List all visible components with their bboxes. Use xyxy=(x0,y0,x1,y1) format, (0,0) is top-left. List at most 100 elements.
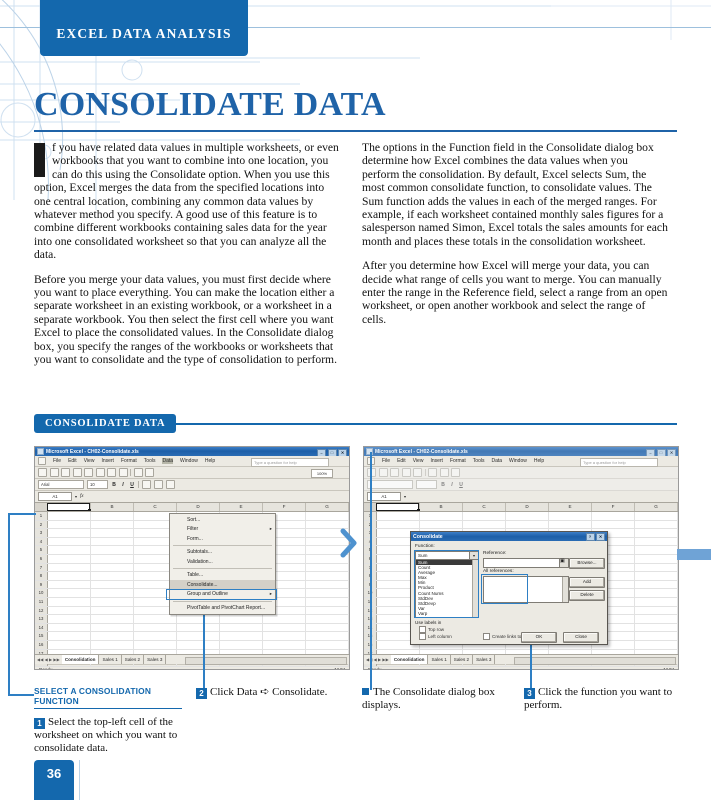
sheet-tab-sales-3[interactable]: Sales 3 xyxy=(144,655,167,664)
dialog-window-buttons[interactable]: ? ✕ xyxy=(585,532,605,541)
excel-grid[interactable]: A B C D E F G 12345678910111213141516171… xyxy=(35,503,349,667)
menu-edit[interactable]: Edit xyxy=(397,458,406,464)
grid-cell[interactable] xyxy=(592,606,635,615)
grid-cell[interactable] xyxy=(263,537,306,546)
excel-formula-bar[interactable]: A1 ▾ fx xyxy=(35,491,349,503)
grid-cell[interactable] xyxy=(377,649,420,658)
grid-cell[interactable] xyxy=(263,580,306,589)
grid-cell[interactable] xyxy=(263,597,306,606)
consolidate-dialog[interactable]: Consolidate ? ✕ Function: Sum ▾ Sum Coun… xyxy=(410,531,608,645)
column-header-g[interactable]: G xyxy=(635,503,678,511)
excel-standard-toolbar[interactable]: 100% xyxy=(35,467,349,479)
checkbox-icon[interactable] xyxy=(483,633,490,640)
delete-button[interactable]: Delete xyxy=(569,590,605,601)
align-right-icon[interactable] xyxy=(166,480,175,489)
grid-cell[interactable] xyxy=(592,597,635,606)
ask-a-question-box[interactable]: Type a question for help xyxy=(251,457,329,467)
row-header[interactable]: 16 xyxy=(35,640,48,649)
menu-edit[interactable]: Edit xyxy=(68,458,77,464)
grid-cell[interactable] xyxy=(420,520,463,529)
sheet-tab-bar[interactable]: ◀◀ ◀ ▶ ▶▶ Consolidation Sales 1 Sales 2 … xyxy=(364,654,678,665)
save-icon[interactable] xyxy=(390,468,399,477)
menu-view[interactable]: View xyxy=(83,458,95,464)
grid-cell[interactable] xyxy=(635,640,678,649)
row-header[interactable]: 6 xyxy=(35,554,48,563)
grid-cell[interactable] xyxy=(592,649,635,658)
menu-format[interactable]: Format xyxy=(120,458,137,464)
grid-cell[interactable] xyxy=(306,537,349,546)
row-header[interactable]: 3 xyxy=(35,529,48,537)
grid-cell[interactable] xyxy=(134,623,177,632)
grid-cell[interactable] xyxy=(635,563,678,572)
grid-cell[interactable] xyxy=(48,615,91,623)
grid-cell[interactable] xyxy=(91,512,134,520)
grid-cell[interactable] xyxy=(48,529,91,537)
underline-icon[interactable]: U xyxy=(130,481,134,488)
grid-cell[interactable] xyxy=(306,580,349,589)
function-option-stddev[interactable]: StdDev xyxy=(418,595,434,601)
cut-icon[interactable] xyxy=(133,468,143,477)
grid-cell[interactable] xyxy=(592,529,635,537)
grid-cell[interactable] xyxy=(635,572,678,580)
menu-view[interactable]: View xyxy=(412,458,424,464)
grid-cell[interactable] xyxy=(91,606,134,615)
menu-data[interactable]: Data xyxy=(491,458,503,464)
row-header[interactable]: 7 xyxy=(35,563,48,572)
menu-window[interactable]: Window xyxy=(180,458,198,464)
row-header[interactable]: 10 xyxy=(35,589,48,597)
function-option-var[interactable]: Var xyxy=(418,605,425,611)
menu-help[interactable]: Help xyxy=(533,458,545,464)
help-icon[interactable]: ? xyxy=(585,532,595,541)
grid-cell[interactable] xyxy=(91,649,134,658)
grid-cell[interactable] xyxy=(377,512,420,520)
sheet-tab-sales-2[interactable]: Sales 2 xyxy=(451,655,474,664)
grid-cell[interactable] xyxy=(48,520,91,529)
excel-menu-bar[interactable]: File Edit View Insert Format Tools Data … xyxy=(35,456,349,467)
grid-cell[interactable] xyxy=(91,546,134,554)
grid-cell[interactable] xyxy=(306,554,349,563)
menu-window[interactable]: Window xyxy=(509,458,527,464)
sheet-tab-sales-1[interactable]: Sales 1 xyxy=(99,655,122,664)
grid-cell[interactable] xyxy=(91,597,134,606)
name-box-dropdown-icon[interactable]: ▾ xyxy=(75,494,78,499)
grid-cell[interactable] xyxy=(91,623,134,632)
checkbox-icon[interactable] xyxy=(419,633,426,640)
grid-cell[interactable] xyxy=(220,640,263,649)
selected-cell-a1[interactable] xyxy=(376,503,420,511)
grid-cell[interactable] xyxy=(306,563,349,572)
grid-cell[interactable] xyxy=(592,640,635,649)
menu-item-sort[interactable]: Sort... xyxy=(170,515,275,525)
column-header-f[interactable]: F xyxy=(263,503,306,511)
grid-cell[interactable] xyxy=(463,512,506,520)
grid-cell[interactable] xyxy=(592,563,635,572)
grid-cell[interactable] xyxy=(420,512,463,520)
grid-cell[interactable] xyxy=(549,649,592,658)
grid-cell[interactable] xyxy=(91,615,134,623)
sheet-tab-sales-2[interactable]: Sales 2 xyxy=(122,655,145,664)
column-header-e[interactable]: E xyxy=(220,503,263,511)
grid-cell[interactable] xyxy=(592,520,635,529)
search-icon[interactable] xyxy=(84,468,93,477)
selected-cell-a1[interactable] xyxy=(47,503,91,511)
grid-cell[interactable] xyxy=(48,554,91,563)
column-header-g[interactable]: G xyxy=(306,503,349,511)
grid-cell[interactable] xyxy=(635,529,678,537)
menu-insert[interactable]: Insert xyxy=(101,458,114,464)
new-icon[interactable] xyxy=(367,468,376,477)
print-icon[interactable] xyxy=(95,468,105,477)
function-option-product[interactable]: Product xyxy=(418,585,434,591)
grid-cell[interactable] xyxy=(635,580,678,589)
grid-cell[interactable] xyxy=(635,554,678,563)
function-listbox[interactable]: Sum Count Average Max Min Product Count … xyxy=(415,559,479,618)
column-header-c[interactable]: C xyxy=(134,503,177,511)
name-box-dropdown-icon[interactable]: ▾ xyxy=(404,494,407,499)
grid-cell[interactable] xyxy=(306,606,349,615)
grid-cell[interactable] xyxy=(592,615,635,623)
grid-cell[interactable] xyxy=(549,520,592,529)
sheet-tab-bar[interactable]: ◀◀ ◀ ▶ ▶▶ Consolidation Sales 1 Sales 2 … xyxy=(35,654,349,665)
grid-cell[interactable] xyxy=(306,597,349,606)
horizontal-scrollbar[interactable] xyxy=(514,656,676,665)
bold-icon[interactable]: B xyxy=(112,481,116,488)
grid-cell[interactable] xyxy=(506,649,549,658)
row-header[interactable]: 5 xyxy=(35,546,48,554)
